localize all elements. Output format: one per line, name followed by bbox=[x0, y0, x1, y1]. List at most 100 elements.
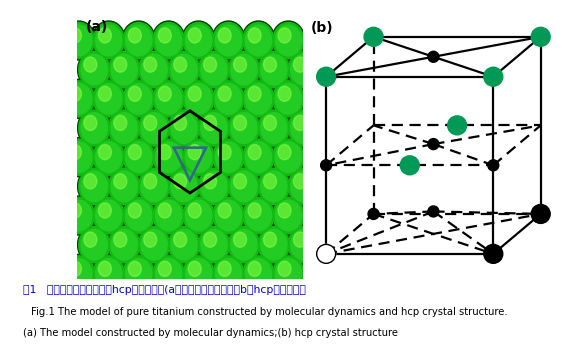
Circle shape bbox=[81, 171, 107, 202]
Circle shape bbox=[278, 86, 291, 101]
Circle shape bbox=[188, 203, 201, 218]
Circle shape bbox=[141, 113, 167, 143]
Circle shape bbox=[204, 116, 217, 131]
Circle shape bbox=[261, 229, 287, 260]
Circle shape bbox=[227, 225, 261, 264]
Circle shape bbox=[125, 83, 152, 114]
Circle shape bbox=[111, 54, 137, 85]
Circle shape bbox=[168, 227, 200, 263]
Circle shape bbox=[275, 25, 302, 56]
Circle shape bbox=[278, 28, 291, 43]
Circle shape bbox=[273, 22, 304, 59]
Circle shape bbox=[155, 83, 182, 114]
Circle shape bbox=[122, 21, 155, 60]
Circle shape bbox=[231, 229, 257, 260]
Circle shape bbox=[212, 254, 245, 294]
Circle shape bbox=[201, 229, 227, 260]
Circle shape bbox=[152, 254, 185, 294]
Circle shape bbox=[261, 113, 287, 143]
Circle shape bbox=[81, 113, 107, 143]
Circle shape bbox=[64, 22, 94, 59]
Circle shape bbox=[182, 196, 215, 235]
Circle shape bbox=[137, 109, 171, 148]
Circle shape bbox=[62, 21, 95, 60]
Circle shape bbox=[294, 232, 306, 247]
Circle shape bbox=[96, 83, 122, 114]
Circle shape bbox=[243, 81, 274, 117]
Circle shape bbox=[257, 167, 290, 206]
Circle shape bbox=[92, 196, 125, 235]
Circle shape bbox=[183, 81, 214, 117]
Circle shape bbox=[109, 227, 139, 263]
Circle shape bbox=[291, 54, 317, 85]
Circle shape bbox=[158, 86, 171, 101]
Circle shape bbox=[123, 81, 154, 117]
Circle shape bbox=[99, 261, 111, 276]
Circle shape bbox=[229, 110, 259, 146]
Circle shape bbox=[287, 225, 320, 264]
Circle shape bbox=[188, 28, 201, 43]
Circle shape bbox=[81, 229, 107, 260]
Circle shape bbox=[66, 25, 92, 56]
Circle shape bbox=[174, 174, 187, 189]
Circle shape bbox=[111, 229, 137, 260]
Circle shape bbox=[243, 198, 274, 233]
Circle shape bbox=[368, 208, 379, 220]
Circle shape bbox=[272, 138, 305, 177]
Circle shape bbox=[62, 196, 95, 235]
Circle shape bbox=[273, 139, 304, 175]
Circle shape bbox=[272, 79, 305, 118]
Circle shape bbox=[171, 229, 197, 260]
Circle shape bbox=[275, 200, 302, 231]
Circle shape bbox=[66, 142, 92, 172]
Circle shape bbox=[428, 206, 439, 217]
Circle shape bbox=[79, 227, 109, 263]
Text: 图1   分子动力学纯钛模型与hcp晶体结构。(a）分子动力学模型；（b）hcp晶体结构图: 图1 分子动力学纯钛模型与hcp晶体结构。(a）分子动力学模型；（b）hcp晶体… bbox=[23, 285, 306, 295]
Circle shape bbox=[294, 116, 306, 131]
Circle shape bbox=[128, 86, 141, 101]
Circle shape bbox=[246, 200, 272, 231]
Circle shape bbox=[259, 168, 289, 205]
Circle shape bbox=[114, 116, 127, 131]
Circle shape bbox=[188, 86, 201, 101]
Circle shape bbox=[84, 116, 97, 131]
Circle shape bbox=[153, 139, 184, 175]
Circle shape bbox=[213, 22, 244, 59]
Circle shape bbox=[108, 167, 141, 206]
Circle shape bbox=[201, 54, 227, 85]
Circle shape bbox=[272, 254, 305, 294]
Circle shape bbox=[155, 25, 182, 56]
Circle shape bbox=[248, 28, 261, 43]
Circle shape bbox=[212, 21, 245, 60]
Circle shape bbox=[248, 86, 261, 101]
Circle shape bbox=[275, 142, 302, 172]
Circle shape bbox=[81, 54, 107, 85]
Circle shape bbox=[243, 22, 274, 59]
Circle shape bbox=[122, 254, 155, 294]
Circle shape bbox=[248, 261, 261, 276]
Circle shape bbox=[259, 52, 289, 88]
Circle shape bbox=[185, 142, 211, 172]
Circle shape bbox=[275, 259, 302, 289]
Circle shape bbox=[278, 203, 291, 218]
Circle shape bbox=[94, 139, 124, 175]
Circle shape bbox=[182, 254, 215, 294]
Circle shape bbox=[197, 225, 231, 264]
Circle shape bbox=[139, 168, 170, 205]
Circle shape bbox=[141, 229, 167, 260]
Circle shape bbox=[215, 142, 242, 172]
Circle shape bbox=[246, 142, 272, 172]
Circle shape bbox=[289, 168, 319, 205]
Circle shape bbox=[198, 168, 230, 205]
Circle shape bbox=[212, 196, 245, 235]
Circle shape bbox=[79, 168, 109, 205]
Circle shape bbox=[78, 50, 111, 89]
Circle shape bbox=[69, 86, 82, 101]
Circle shape bbox=[257, 109, 290, 148]
Circle shape bbox=[291, 171, 317, 202]
Circle shape bbox=[531, 205, 550, 223]
Circle shape bbox=[272, 21, 305, 60]
Circle shape bbox=[273, 81, 304, 117]
Circle shape bbox=[139, 110, 170, 146]
Circle shape bbox=[111, 171, 137, 202]
